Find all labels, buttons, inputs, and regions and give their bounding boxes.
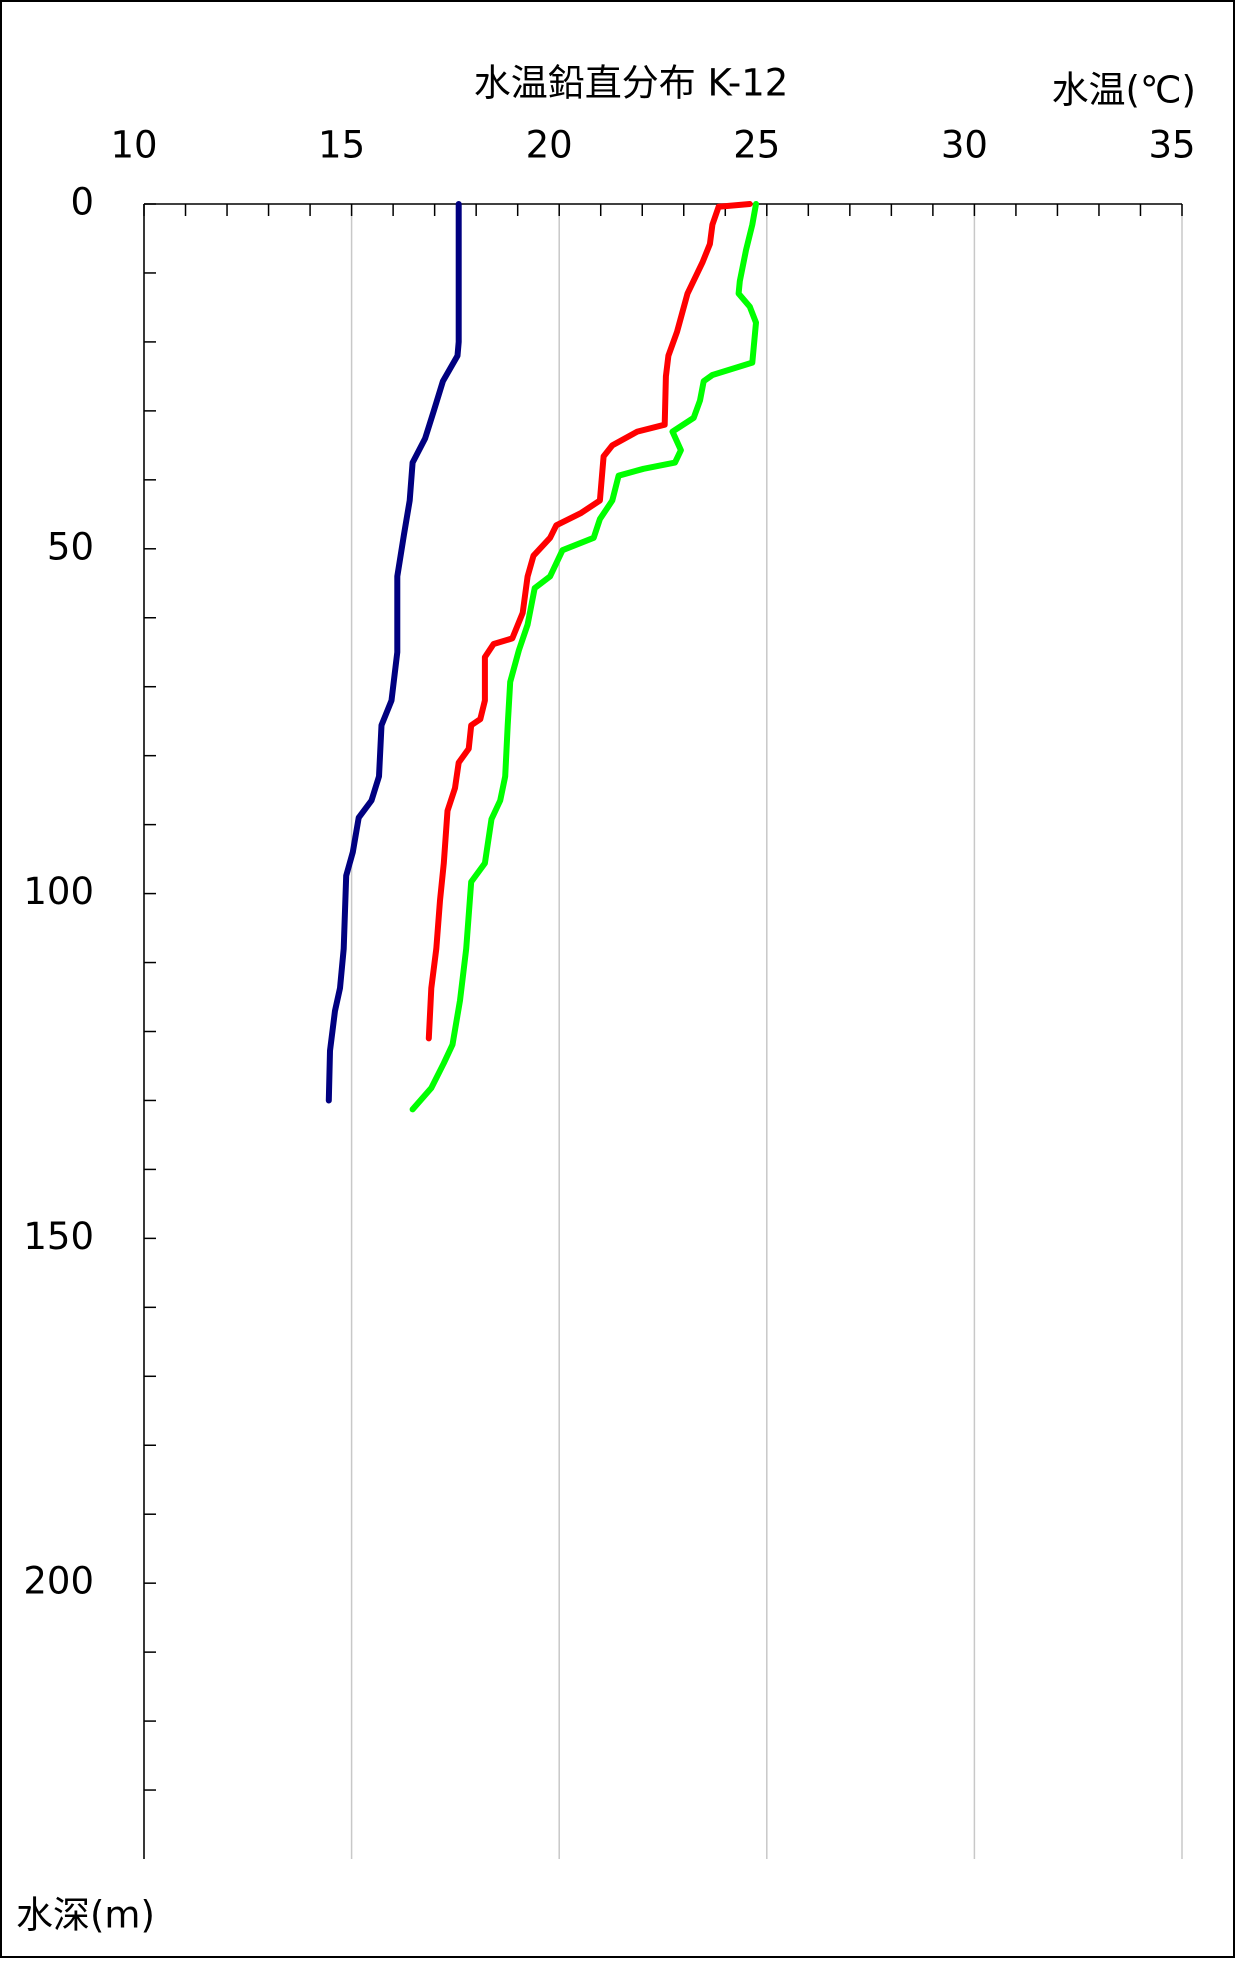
profile-line bbox=[409, 201, 759, 1113]
x-axis-label: 水温(℃) bbox=[1052, 69, 1196, 112]
y-tick-label: 0 bbox=[70, 181, 94, 224]
y-tick-label: 100 bbox=[23, 870, 94, 913]
y-tick-label: 150 bbox=[23, 1215, 94, 1258]
x-tick-label: 35 bbox=[1148, 124, 1195, 167]
y-tick-label: 50 bbox=[47, 525, 94, 568]
y-tick-label: 200 bbox=[23, 1560, 94, 1603]
x-tick-label: 20 bbox=[526, 124, 573, 167]
x-tick-label: 30 bbox=[941, 124, 988, 167]
profile-line bbox=[425, 201, 753, 1042]
profile-line bbox=[325, 201, 462, 1104]
chart-title: 水温鉛直分布 K-12 bbox=[474, 62, 789, 105]
y-axis-label: 水深(m) bbox=[16, 1894, 155, 1937]
x-tick-label: 15 bbox=[318, 124, 365, 167]
x-tick-label: 10 bbox=[110, 124, 157, 167]
x-tick-label: 25 bbox=[733, 124, 780, 167]
